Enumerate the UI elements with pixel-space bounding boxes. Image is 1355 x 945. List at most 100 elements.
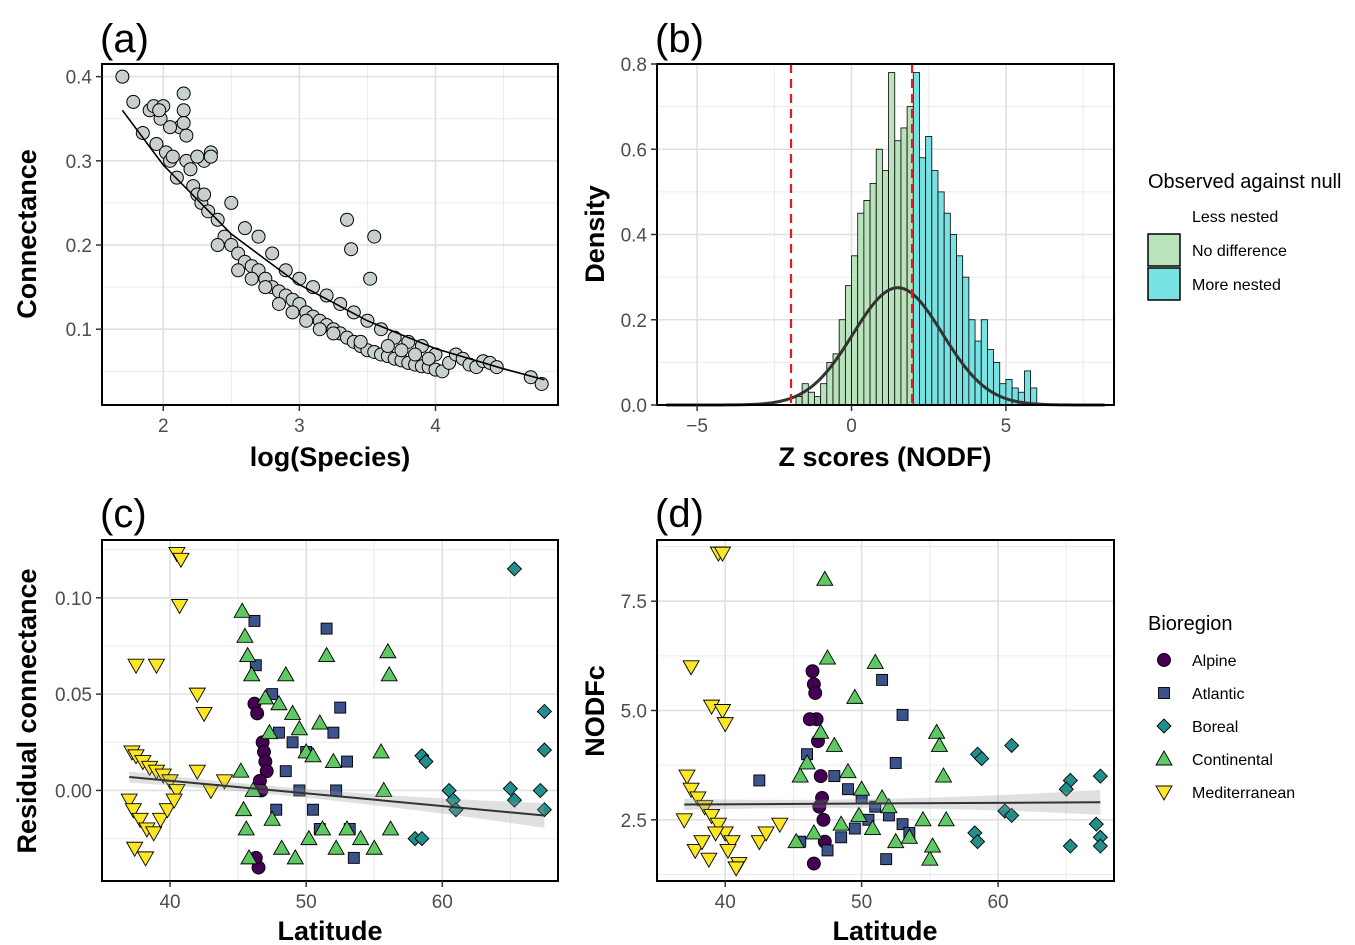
data-point-atlantic <box>828 770 841 783</box>
data-point-continental <box>234 800 253 817</box>
data-point-continental <box>886 832 905 849</box>
histogram-bar <box>875 148 883 406</box>
histogram-bar <box>931 170 939 406</box>
data-point-atlantic <box>880 853 893 866</box>
data-point-mediterranean <box>693 835 711 851</box>
panel-a-tag: (a) <box>100 17 149 61</box>
data-point <box>176 115 191 130</box>
y-tick-label: 0.0 <box>621 396 647 417</box>
histogram-bar <box>925 136 933 406</box>
data-point-boreal <box>1092 838 1108 854</box>
panel-b-tag: (b) <box>655 17 704 61</box>
data-point-atlantic <box>279 765 292 778</box>
x-tick-label: 0 <box>846 416 857 437</box>
data-point-boreal <box>1092 768 1108 784</box>
histogram-bar <box>937 191 945 406</box>
legend-bioregion-symbols <box>1155 653 1173 801</box>
data-point-continental <box>863 819 882 835</box>
panel-a-border <box>101 63 559 406</box>
data-point <box>135 126 150 141</box>
histogram-bar <box>919 157 927 406</box>
data-point <box>534 376 549 391</box>
data-point-continental <box>818 649 837 665</box>
histogram-bar <box>962 276 970 406</box>
data-point-continental <box>850 806 868 822</box>
data-point <box>408 347 423 362</box>
panel-a: (a) 2 3 4 0.1 0.2 0.3 0.4 log(Species) Connect… <box>12 17 559 472</box>
x-tick-label: 3 <box>294 416 305 437</box>
y-tick-label: 0.10 <box>55 589 92 610</box>
data-point-continental <box>240 848 258 865</box>
histogram-bar <box>801 383 809 406</box>
data-point-continental <box>825 736 844 752</box>
data-point-mediterranean <box>678 769 696 785</box>
legend-symbol-boreal <box>1156 718 1172 734</box>
x-tick-label: 60 <box>432 892 453 913</box>
x-tick-label: 50 <box>296 892 317 913</box>
data-point-continental <box>934 767 953 783</box>
histogram-bar <box>956 255 964 406</box>
data-point-boreal <box>502 780 518 797</box>
histogram-bar <box>820 383 828 406</box>
data-point-mediterranean <box>702 808 721 825</box>
panel-d-ylabel: NODFc <box>580 665 610 757</box>
histogram-bar <box>993 361 1001 406</box>
data-point-continental <box>791 767 810 783</box>
data-point-atlantic <box>896 708 909 721</box>
data-point-mediterranean <box>158 803 177 819</box>
data-point-atlantic <box>293 784 306 797</box>
data-point <box>299 313 314 328</box>
data-point-continental <box>372 743 390 759</box>
data-point <box>237 221 252 236</box>
histogram-bar <box>857 212 865 406</box>
data-point <box>183 162 198 177</box>
x-tick-label: 5 <box>1001 416 1012 437</box>
data-point <box>244 271 259 286</box>
legend-null: Observed against null Less nested No dif… <box>1147 171 1341 301</box>
data-point-mediterranean <box>709 817 728 834</box>
data-point <box>292 271 307 286</box>
histogram-bar <box>980 319 988 406</box>
x-tick-label: 2 <box>158 416 169 437</box>
data-point-continental <box>238 646 257 663</box>
data-point-continental <box>338 820 356 836</box>
data-point-continental <box>242 665 261 682</box>
data-point <box>165 149 180 164</box>
x-tick-label: 4 <box>430 416 441 437</box>
data-point-continental <box>379 642 397 659</box>
y-tick-label: 0.2 <box>66 236 92 257</box>
x-tick-label: 40 <box>715 892 736 913</box>
data-point-continental <box>313 820 332 836</box>
data-point-continental <box>805 824 823 840</box>
data-point-continental <box>380 665 398 682</box>
data-point <box>340 212 355 227</box>
histogram-bar <box>968 319 976 406</box>
panel-c-plot-area <box>102 540 558 881</box>
data-point-boreal <box>506 792 523 808</box>
data-point-mediterranean <box>713 704 732 720</box>
legend-null-item-more-nested: More nested <box>1192 277 1281 294</box>
panel-d-marks <box>675 546 1108 877</box>
data-point-boreal <box>506 561 523 577</box>
data-point-continental <box>839 762 857 779</box>
data-point <box>197 187 212 202</box>
data-point-atlantic <box>835 831 848 844</box>
data-point <box>346 305 361 320</box>
data-point-mediterranean <box>136 851 155 867</box>
data-point <box>394 343 409 358</box>
panel-d: (d) 40 50 60 2.5 5.0 7.5 Latitude NODFc <box>580 492 1115 945</box>
data-point-atlantic <box>821 844 834 857</box>
data-point-continental <box>798 754 816 770</box>
data-point-continental <box>236 627 254 643</box>
data-point-continental <box>351 829 370 846</box>
y-tick-label: 0.4 <box>621 226 648 247</box>
data-point <box>271 296 286 311</box>
panel-c-ticks: 40 50 60 0.00 0.05 0.10 <box>55 589 453 913</box>
panel-b-ticks: −5 0 5 0.0 0.2 0.4 0.6 0.8 <box>621 55 1012 437</box>
data-point-mediterranean <box>713 546 732 563</box>
data-point <box>285 305 300 320</box>
legend-bioregion-item-mediterranean: Mediterranean <box>1192 785 1295 802</box>
data-point-continental <box>846 688 864 704</box>
data-point-continental <box>237 820 256 836</box>
histogram-bar <box>814 396 822 406</box>
